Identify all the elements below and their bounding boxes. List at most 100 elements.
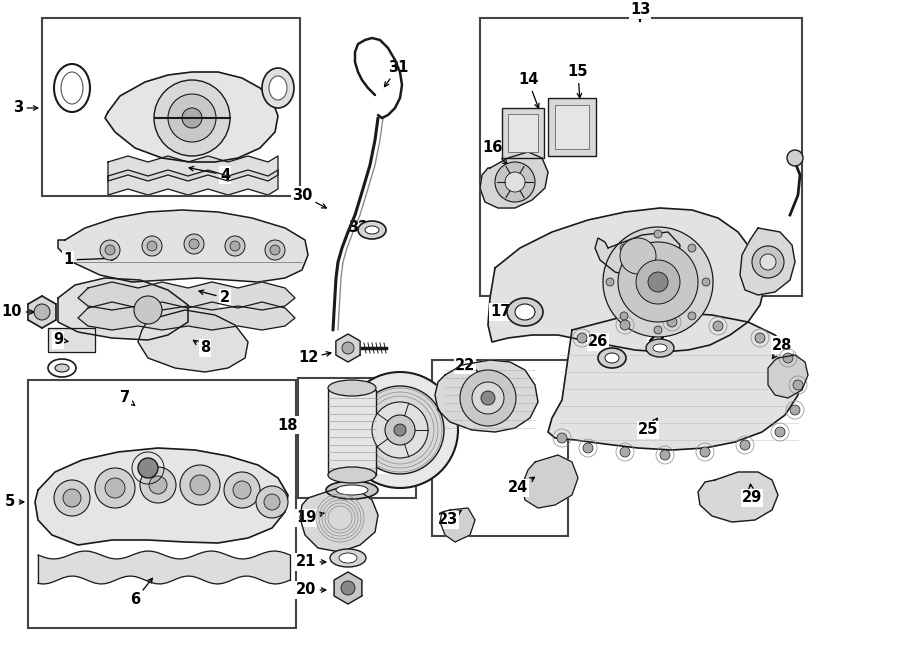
Text: 15: 15 (568, 64, 589, 98)
Bar (555, 105, 589, 149)
Circle shape (577, 333, 587, 343)
Text: 23: 23 (438, 510, 462, 528)
Text: 24: 24 (508, 477, 535, 495)
Text: 18: 18 (278, 418, 298, 432)
Ellipse shape (269, 76, 287, 100)
Circle shape (342, 372, 458, 488)
Circle shape (648, 272, 668, 292)
Text: 1: 1 (63, 252, 116, 267)
Circle shape (265, 240, 285, 260)
Ellipse shape (515, 304, 535, 320)
Bar (480, 18, 802, 296)
Text: 17: 17 (490, 305, 518, 320)
Polygon shape (48, 328, 95, 352)
Circle shape (660, 450, 670, 460)
Circle shape (63, 489, 81, 507)
Ellipse shape (55, 364, 69, 372)
Circle shape (54, 480, 90, 516)
Circle shape (481, 391, 495, 405)
Polygon shape (522, 455, 578, 508)
Ellipse shape (61, 72, 83, 104)
Polygon shape (480, 152, 548, 208)
Text: 29: 29 (742, 484, 762, 506)
Text: 8: 8 (194, 340, 210, 355)
Text: 7: 7 (120, 391, 135, 406)
Circle shape (270, 245, 280, 255)
Ellipse shape (507, 298, 543, 326)
Circle shape (654, 230, 662, 238)
Circle shape (760, 254, 776, 270)
Circle shape (385, 415, 415, 445)
Circle shape (472, 382, 504, 414)
Text: 19: 19 (296, 510, 324, 526)
Polygon shape (108, 156, 278, 181)
Circle shape (224, 472, 260, 508)
Polygon shape (768, 355, 808, 398)
Circle shape (654, 326, 662, 334)
Text: 16: 16 (482, 140, 508, 165)
Circle shape (190, 475, 210, 495)
Circle shape (394, 424, 406, 436)
Text: 13: 13 (630, 3, 650, 21)
Bar (432, 360, 568, 536)
Ellipse shape (365, 226, 379, 234)
Text: 3: 3 (13, 101, 38, 115)
Circle shape (702, 278, 710, 286)
Circle shape (100, 240, 120, 260)
Circle shape (603, 227, 713, 337)
Polygon shape (595, 232, 680, 278)
Polygon shape (35, 448, 288, 545)
Text: 5: 5 (4, 495, 23, 510)
Circle shape (256, 486, 288, 518)
Circle shape (105, 478, 125, 498)
Ellipse shape (339, 553, 357, 563)
Circle shape (620, 238, 656, 274)
Circle shape (95, 468, 135, 508)
Ellipse shape (646, 339, 674, 357)
Text: 4: 4 (189, 167, 230, 183)
Ellipse shape (328, 467, 376, 483)
Ellipse shape (330, 549, 366, 567)
Bar (508, 114, 538, 152)
Circle shape (557, 433, 567, 443)
Circle shape (149, 476, 167, 494)
Circle shape (700, 447, 710, 457)
Text: 22: 22 (454, 357, 479, 374)
Polygon shape (334, 572, 362, 604)
Circle shape (184, 234, 204, 254)
Circle shape (583, 443, 593, 453)
Text: 30: 30 (292, 187, 327, 208)
Ellipse shape (262, 68, 294, 108)
Circle shape (182, 108, 202, 128)
Bar (42, 18, 300, 196)
Circle shape (147, 241, 157, 251)
Circle shape (140, 467, 176, 503)
Circle shape (793, 380, 803, 390)
Circle shape (189, 239, 199, 249)
Circle shape (138, 458, 158, 478)
Polygon shape (138, 310, 248, 372)
Text: 11: 11 (368, 444, 392, 473)
Circle shape (620, 244, 628, 252)
Circle shape (620, 447, 630, 457)
Circle shape (233, 481, 251, 499)
Polygon shape (28, 296, 56, 328)
Text: 26: 26 (588, 334, 609, 353)
Ellipse shape (48, 359, 76, 377)
Text: 32: 32 (348, 220, 371, 236)
Circle shape (755, 333, 765, 343)
Ellipse shape (358, 221, 386, 239)
Circle shape (495, 162, 535, 202)
Text: 12: 12 (298, 350, 331, 365)
Polygon shape (435, 360, 538, 432)
Polygon shape (698, 472, 778, 522)
Ellipse shape (605, 353, 619, 363)
Circle shape (168, 94, 216, 142)
Polygon shape (548, 312, 800, 450)
Text: 10: 10 (2, 305, 34, 320)
Polygon shape (58, 278, 188, 340)
Circle shape (134, 296, 162, 324)
Circle shape (667, 317, 677, 327)
Bar (548, 98, 596, 156)
Circle shape (154, 80, 230, 156)
